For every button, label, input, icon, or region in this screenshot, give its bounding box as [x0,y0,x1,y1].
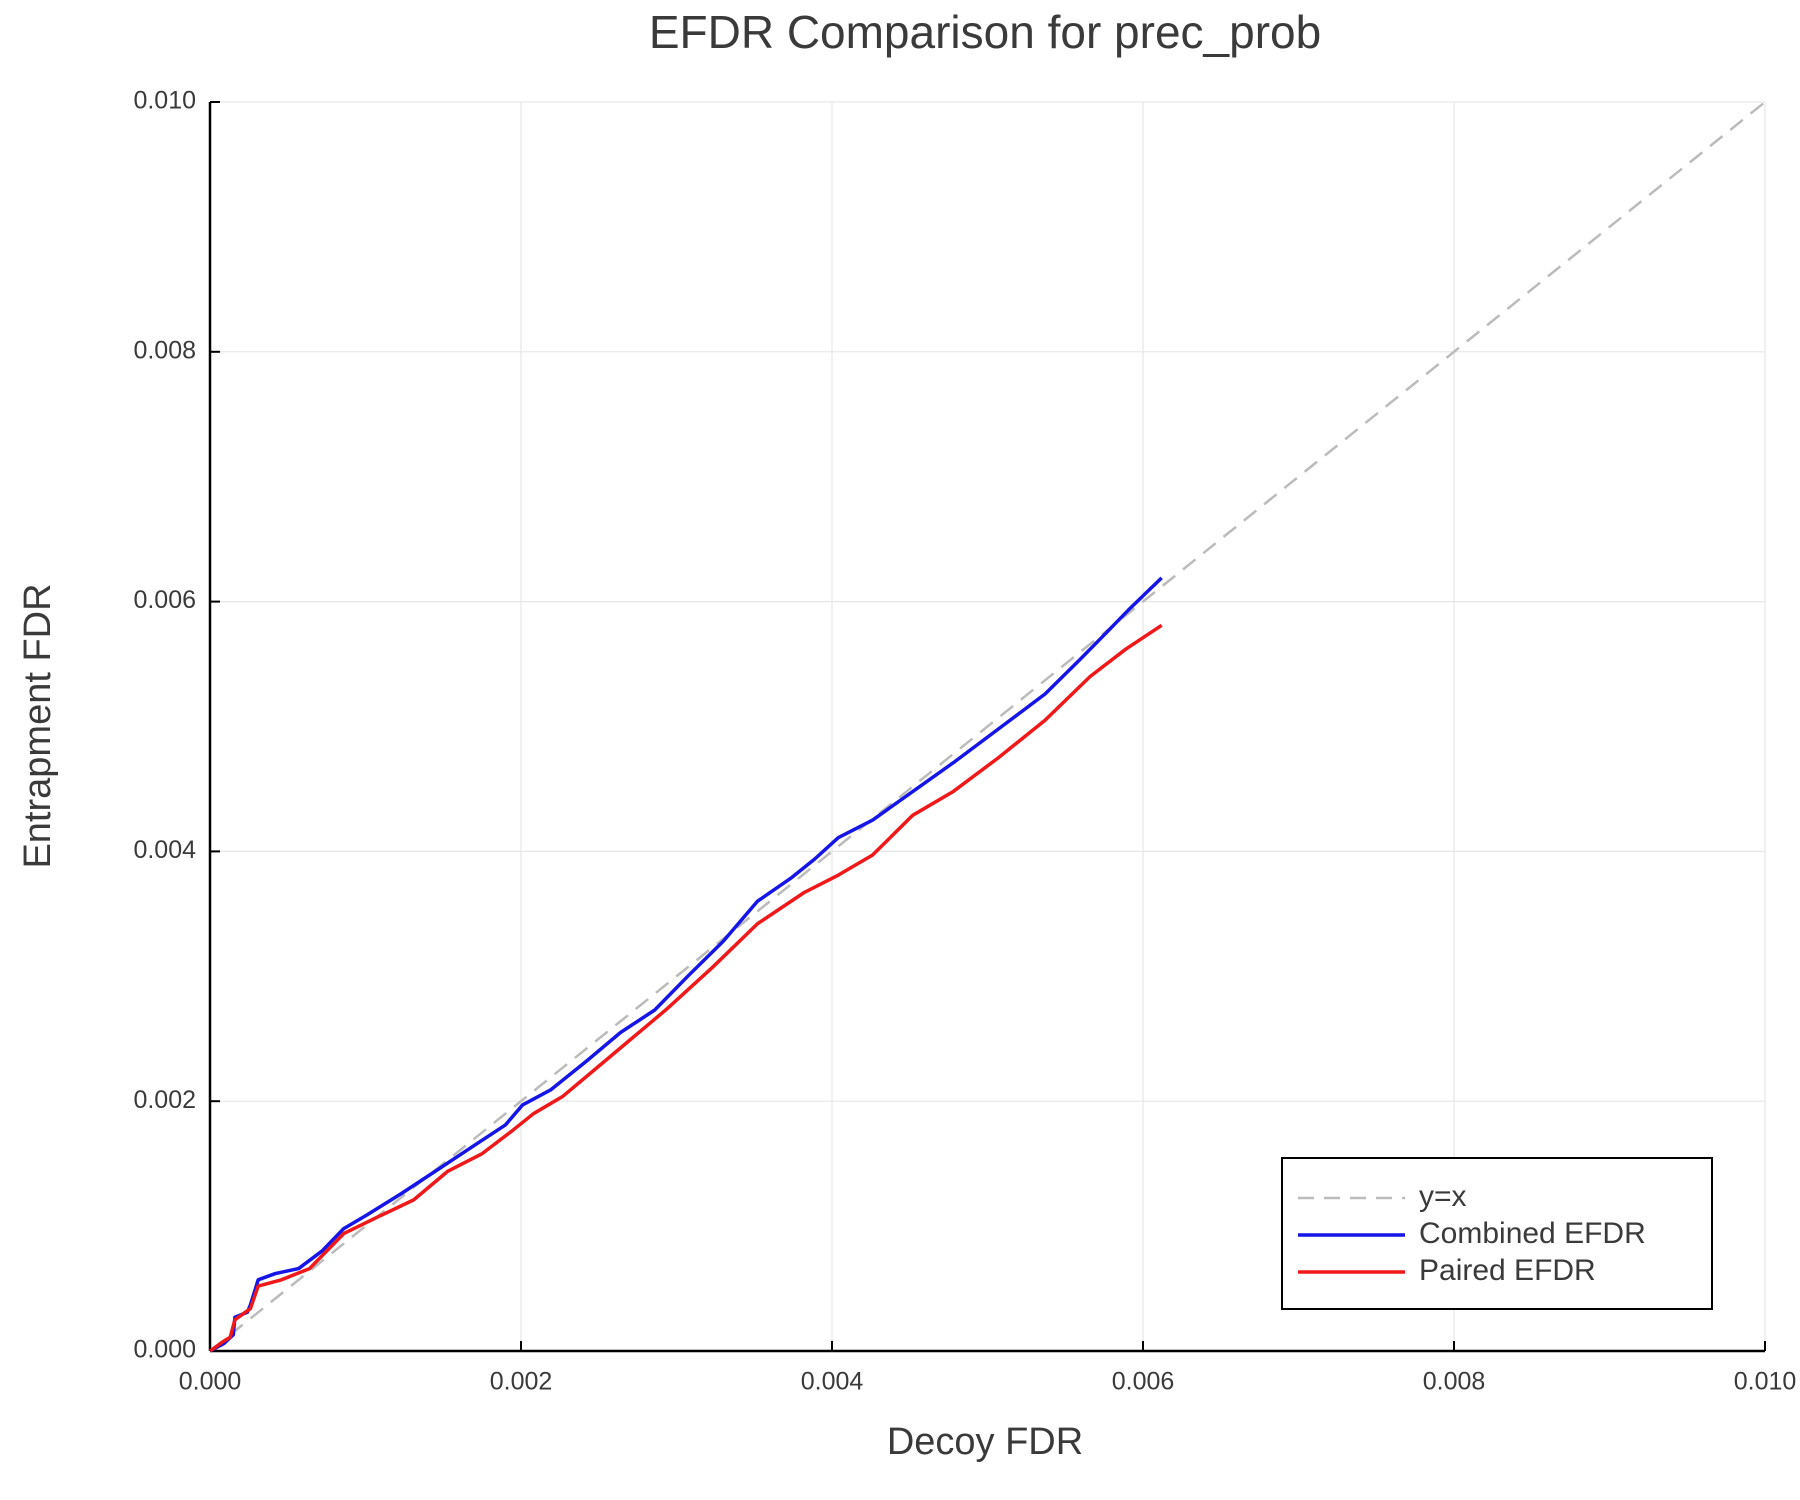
y-tick-label: 0.000 [133,1336,196,1364]
y-axis-label: Entrapment FDR [17,583,59,868]
x-tick-label: 0.010 [1734,1368,1797,1396]
x-tick-label: 0.004 [801,1368,864,1396]
series-line [209,101,1766,1352]
x-axis-label: Decoy FDR [887,1421,1083,1463]
y-tick-label: 0.006 [133,586,196,614]
x-tick-label: 0.006 [1112,1368,1175,1396]
y-tick-label: 0.004 [133,836,196,864]
series-line [208,623,1163,1353]
legend-label: y=x [1419,1180,1467,1213]
legend-label: Combined EFDR [1419,1217,1646,1250]
y-tick-label: 0.010 [133,87,196,115]
series-line [209,576,1163,1353]
x-tick-label: 0.002 [490,1368,553,1396]
chart-title: EFDR Comparison for prec_prob [649,6,1321,58]
x-tick-label: 0.000 [179,1368,242,1396]
x-tick-label: 0.008 [1423,1368,1486,1396]
legend-label: Paired EFDR [1419,1254,1596,1287]
y-tick-label: 0.002 [133,1086,196,1114]
y-tick-label: 0.008 [133,336,196,364]
